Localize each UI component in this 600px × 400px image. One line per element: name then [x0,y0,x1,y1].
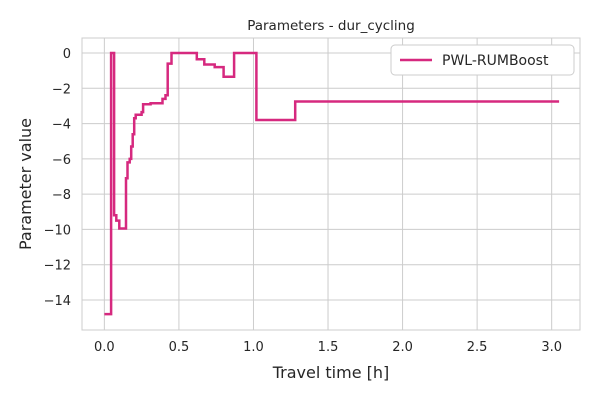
chart-title: Parameters - dur_cycling [247,18,415,34]
plot-area-background [82,38,580,330]
plot-area-frame [81,37,581,331]
y-tick-label: −4 [52,118,71,133]
legend-box [390,44,575,76]
x-tick-label: 2.5 [467,340,488,355]
x-axis-label: Travel time [h] [272,363,390,382]
legend: PWL-RUMBoost [390,44,575,76]
y-tick-label: −8 [52,188,71,203]
y-tick-labels: 0 −2 −4 −6 −8 −10 −12 −14 [44,47,71,309]
x-tick-label: 0.5 [169,340,190,355]
x-tick-label: 0.0 [94,340,115,355]
series-line [104,51,560,316]
x-tick-label: 1.5 [318,340,339,355]
y-tick-label: −2 [52,82,71,97]
y-tick-label: 0 [63,47,71,62]
grid [82,38,580,330]
legend-label: PWL-RUMBoost [442,53,549,69]
y-axis-label: Parameter value [16,118,35,250]
x-tick-label: 2.0 [392,340,413,355]
x-tick-labels: 0.0 0.5 1.0 1.5 2.0 2.5 3.0 [94,340,562,355]
x-tick-label: 1.0 [243,340,264,355]
y-tick-label: −6 [52,153,71,168]
series-layer [104,51,560,316]
y-tick-label: −14 [44,294,71,309]
x-tick-label: 3.0 [541,340,562,355]
y-tick-label: −10 [44,223,71,238]
y-tick-label: −12 [44,259,71,274]
